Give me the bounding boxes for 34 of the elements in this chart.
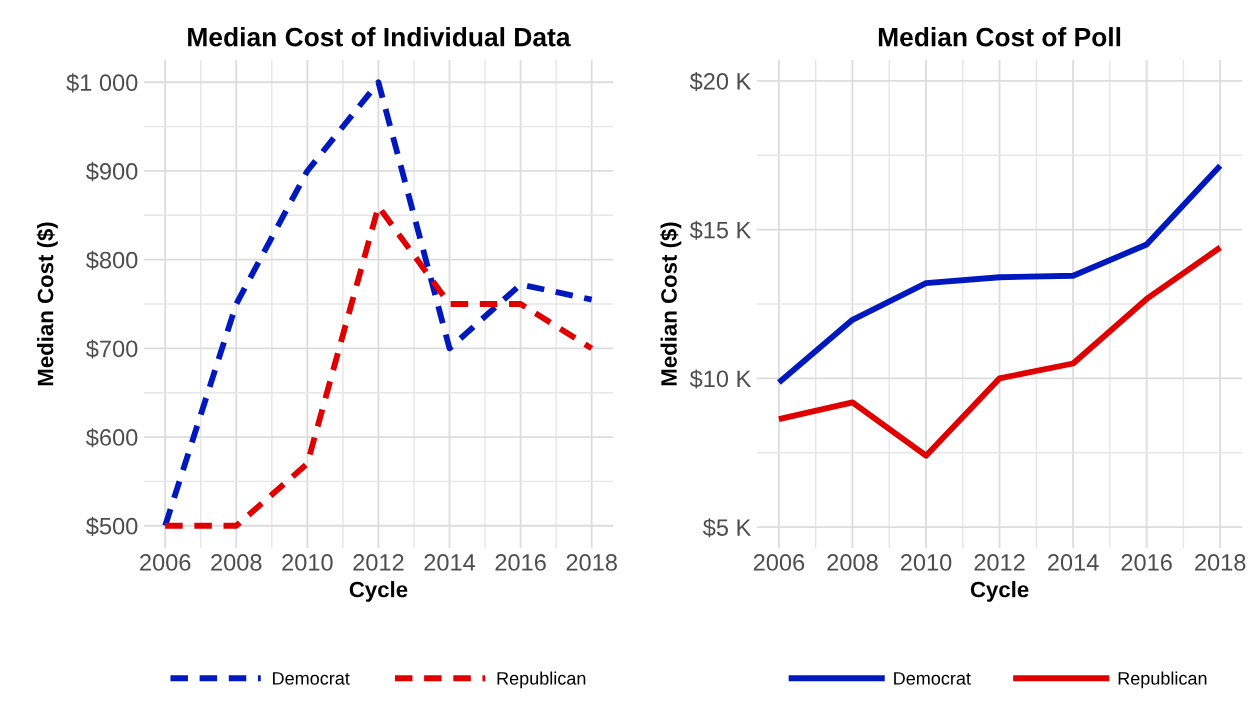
x-tick-label: 2006 [140,554,191,571]
y-tick-label: $20 K [689,71,752,92]
x-tick-label: 2016 [1121,554,1172,571]
chart-title: Median Cost of Individual Data [188,27,571,47]
y-tick-label: $900 [86,162,138,182]
x-tick-label: 2008 [211,554,262,571]
x-tick-label: 2012 [353,554,404,571]
x-axis-title: Cycle [970,581,1029,602]
x-tick-label: 2012 [974,554,1025,571]
x-tick-label: 2010 [282,554,333,571]
x-tick-label: 2018 [566,554,617,571]
y-tick-label: $700 [86,339,138,359]
legend-label: Democrat [273,672,350,685]
x-tick-label: 2018 [1195,554,1246,571]
y-tick-label: $1 000 [66,73,138,93]
y-tick-label: $500 [86,516,138,536]
y-tick-label: $15 K [689,220,752,240]
x-tick-label: 2008 [827,554,878,571]
y-axis-title: Median Cost ($) [660,222,682,386]
x-tick-label: 2006 [753,554,805,571]
y-tick-label: $600 [86,428,138,448]
x-tick-label: 2014 [424,554,476,571]
y-axis-title: Median Cost ($) [36,222,58,386]
x-tick-label: 2016 [495,554,546,571]
x-axis-title: Cycle [349,581,408,602]
x-tick-label: 2010 [900,554,952,571]
chart-title: Median Cost of Poll [878,27,1121,47]
y-tick-label: $5 K [702,518,752,538]
legend-label: Democrat [894,672,971,685]
y-tick-label: $10 K [689,369,752,389]
legend-label: Republican [497,671,586,689]
legend-label: Republican [1118,671,1207,689]
x-tick-label: 2014 [1048,554,1099,571]
y-tick-label: $800 [86,250,138,270]
